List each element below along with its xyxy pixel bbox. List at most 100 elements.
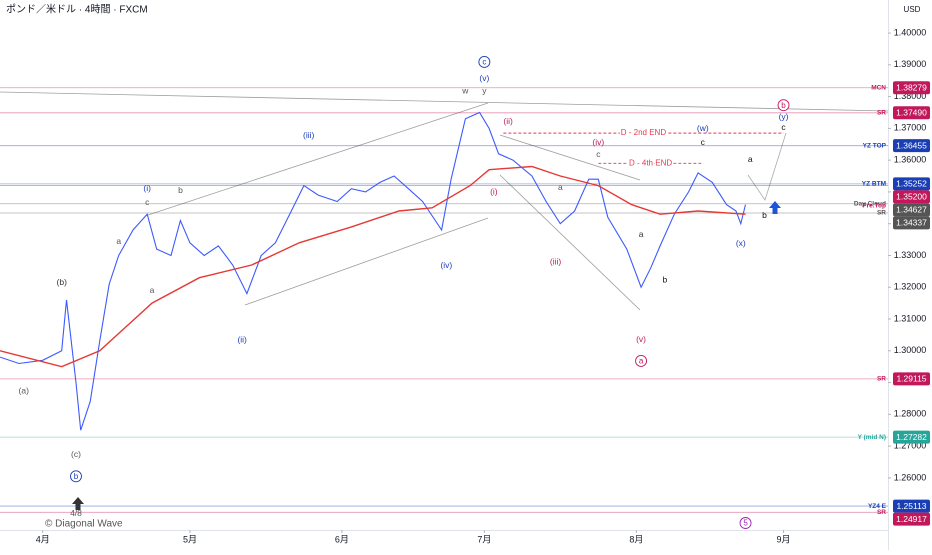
price-label: 1.34627 bbox=[896, 205, 927, 215]
wave-label: b bbox=[662, 275, 667, 285]
y-tick-label: 1.37000 bbox=[894, 123, 927, 133]
wave-label: (i) bbox=[490, 187, 498, 197]
y-tick-label: 1.39000 bbox=[894, 59, 927, 69]
level-tag: YZ TOP bbox=[863, 142, 887, 149]
target-label: D - 4th END bbox=[629, 158, 672, 167]
x-tick-label: 7月 bbox=[477, 534, 491, 544]
price-line bbox=[0, 111, 747, 431]
wave-label: (a) bbox=[19, 385, 30, 395]
price-label-box bbox=[893, 430, 930, 444]
arrow-up bbox=[72, 497, 84, 510]
price-label-box bbox=[893, 106, 930, 120]
price-label: 1.25113 bbox=[896, 501, 926, 511]
price-label: 1.38279 bbox=[896, 82, 927, 92]
x-tick-label: 9月 bbox=[777, 534, 791, 544]
price-line bbox=[0, 165, 746, 368]
price-label: 1.35200 bbox=[896, 192, 927, 202]
target-label: D - 2nd END bbox=[621, 128, 667, 137]
price-label-box bbox=[893, 216, 930, 230]
wave-label: w bbox=[461, 86, 469, 96]
wave-label: c bbox=[145, 197, 150, 207]
y-tick-label: 1.27000 bbox=[894, 440, 927, 450]
price-label-box bbox=[893, 203, 930, 217]
level-tag: SR bbox=[877, 210, 886, 217]
price-label: 1.34337 bbox=[896, 218, 927, 228]
wave-label: (x) bbox=[736, 238, 746, 248]
wave-label: b bbox=[762, 210, 767, 220]
wave-label: a bbox=[116, 236, 121, 246]
y-tick-label: 1.32000 bbox=[894, 282, 927, 292]
level-tag: SR bbox=[877, 509, 886, 516]
y-tick-label: 1.31000 bbox=[894, 313, 927, 323]
arrow-up bbox=[769, 201, 781, 214]
price-label-box bbox=[893, 499, 930, 513]
wave-label: (c) bbox=[71, 449, 81, 459]
chart-title: ポンド／米ドル · 4時間 · FXCM bbox=[6, 3, 148, 16]
wave-label: b bbox=[74, 472, 79, 481]
x-tick-label: 4月 bbox=[36, 534, 50, 544]
wave-label: 4/8 bbox=[70, 508, 82, 518]
wave-label: (y) bbox=[779, 112, 789, 122]
wave-label: (v) bbox=[636, 334, 646, 344]
level-tag: MCN bbox=[871, 84, 886, 91]
wave-label: a bbox=[748, 154, 753, 164]
annotation-circle bbox=[478, 56, 491, 68]
price-label-box bbox=[893, 81, 930, 95]
level-tag: YZ4 E bbox=[868, 503, 887, 510]
y-tick-label: 1.26000 bbox=[894, 472, 927, 482]
channel-line bbox=[244, 217, 489, 306]
level-tag: YZ BTM bbox=[862, 181, 886, 188]
watermark: © Diagonal Wave bbox=[45, 519, 123, 530]
channel-line bbox=[499, 134, 641, 181]
level-tag: Y (mid N) bbox=[858, 434, 886, 441]
level-tag: Day Cloud bbox=[854, 200, 886, 207]
wave-label: (i) bbox=[143, 183, 151, 193]
y-tick-label: 1.33000 bbox=[894, 250, 927, 260]
price-label-box bbox=[893, 190, 930, 204]
price-label: 1.35252 bbox=[896, 179, 927, 189]
wave-label: y bbox=[482, 86, 487, 96]
x-tick-label: 6月 bbox=[335, 534, 349, 544]
price-label-box bbox=[893, 372, 930, 386]
projection bbox=[747, 132, 787, 201]
wave-label: a bbox=[150, 285, 155, 295]
wave-label: (w) bbox=[697, 123, 709, 133]
price-label-box bbox=[893, 139, 930, 153]
wave-label: a bbox=[639, 357, 644, 366]
wave-label: (ii) bbox=[237, 335, 247, 345]
wave-label: (v) bbox=[479, 73, 489, 83]
wave-label: (iv) bbox=[592, 137, 604, 147]
channel-line bbox=[499, 174, 641, 311]
price-label-box bbox=[893, 177, 930, 191]
price-label: 1.36455 bbox=[896, 140, 927, 150]
price-label: 1.29115 bbox=[896, 374, 926, 384]
annotation-circle bbox=[739, 517, 752, 529]
wave-label: a bbox=[558, 182, 563, 192]
annotation-circle bbox=[777, 99, 790, 112]
price-label: 1.24917 bbox=[896, 514, 927, 524]
wave-label: (ii) bbox=[503, 116, 513, 126]
wave-label: a bbox=[639, 229, 644, 239]
price-label: 1.27282 bbox=[896, 432, 927, 442]
channel-line bbox=[144, 102, 489, 217]
y-tick-label: 1.36000 bbox=[894, 155, 927, 165]
wave-label: (iii) bbox=[550, 257, 561, 267]
x-tick-label: 8月 bbox=[629, 534, 643, 544]
wave-label: b bbox=[781, 101, 786, 110]
price-label: 1.37490 bbox=[896, 108, 927, 118]
y-tick-label: 1.38000 bbox=[894, 91, 927, 101]
wave-label: (iv) bbox=[440, 260, 452, 270]
y-tick-label: 1.40000 bbox=[894, 27, 927, 37]
wave-label: b bbox=[178, 185, 183, 195]
x-tick-label: 5月 bbox=[183, 534, 197, 544]
annotation-circle bbox=[635, 355, 648, 367]
wave-label: c bbox=[701, 137, 706, 147]
annotation-circle bbox=[70, 470, 82, 483]
wave-label: 5 bbox=[743, 519, 748, 528]
trendlines bbox=[0, 91, 889, 311]
currency-label: USD bbox=[904, 5, 921, 14]
wave-label: c bbox=[482, 58, 486, 67]
wave-label: (iii) bbox=[303, 130, 314, 140]
